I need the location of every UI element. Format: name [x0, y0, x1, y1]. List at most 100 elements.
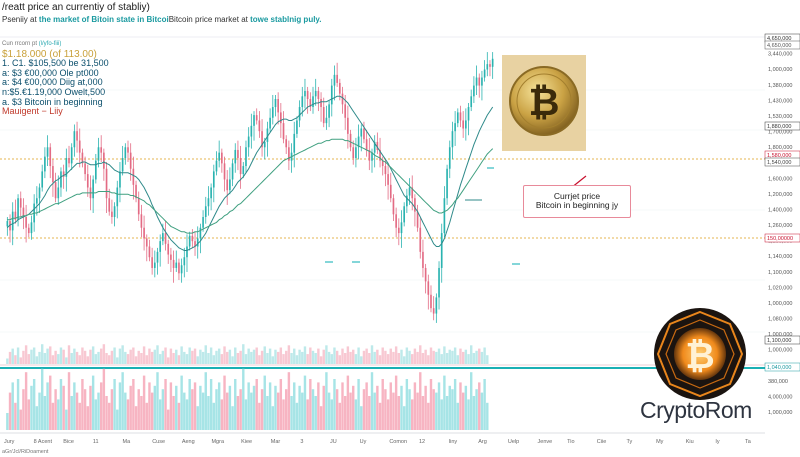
volume-bar [475, 389, 478, 430]
volume-bar-small [424, 349, 427, 364]
candlestick [325, 105, 328, 130]
volume-bar-small [242, 344, 245, 364]
volume-bar-small [183, 351, 186, 364]
volume-bar [279, 379, 283, 430]
candlestick [486, 52, 489, 77]
candlestick [54, 172, 57, 203]
volume-bar [212, 402, 216, 430]
x-axis-label: Iiny [449, 439, 458, 445]
y-axis-label: 1,000,000 [768, 301, 792, 307]
candlestick [212, 164, 215, 203]
volume-bar [365, 382, 368, 430]
candlestick [282, 111, 285, 144]
chart-title: /reatt price an currentiy of stabliy) [2, 2, 150, 13]
volume-bar-small [365, 348, 368, 364]
candlestick [108, 188, 111, 216]
candlestick [25, 204, 27, 243]
candlestick [465, 108, 467, 141]
volume-bar-small [258, 355, 261, 364]
volume-bar [11, 382, 14, 430]
volume-bar [134, 406, 138, 430]
volume-bar-small [333, 347, 336, 364]
volume-bar-small [134, 356, 138, 364]
candlestick [239, 145, 242, 189]
y-axis-label: 1,000,000 [768, 332, 792, 338]
volume-bar-small [137, 350, 140, 364]
candlestick [52, 159, 54, 197]
y-axis-label: 1,140,000 [768, 254, 792, 260]
candlestick [215, 151, 218, 176]
volume-bar-small [30, 349, 33, 364]
candlestick [473, 76, 475, 104]
candlestick [191, 229, 194, 248]
volume-bar-small [301, 351, 304, 364]
volume-bar-small [94, 354, 98, 364]
volume-bar [54, 389, 57, 430]
volume-bar-small [470, 345, 473, 364]
candlestick [438, 261, 440, 310]
volume-bar-small [397, 353, 401, 364]
volume-bar-small [271, 356, 274, 364]
candlestick [231, 159, 234, 187]
volume-bar-small [156, 345, 159, 364]
volume-bar [338, 402, 342, 430]
volume-bar-small [255, 347, 258, 364]
volume-bar [470, 372, 473, 430]
volume-bar [226, 392, 229, 430]
candlestick [430, 285, 432, 313]
candlestick [116, 180, 119, 219]
volume-bar [204, 372, 207, 430]
volume-bar-small [83, 350, 87, 364]
volume-bar [284, 389, 288, 430]
volume-bar [427, 402, 430, 430]
volume-bar [220, 399, 224, 430]
volume-bar-small [360, 356, 363, 364]
candlestick [266, 121, 269, 157]
volume-bar-small [384, 350, 387, 364]
volume-bar-small [49, 346, 52, 364]
volume-bar [150, 392, 154, 430]
candlestick [400, 210, 403, 248]
candlestick [19, 191, 22, 217]
candlestick [49, 143, 52, 179]
volume-bar-small [309, 347, 312, 364]
volume-bar-small [368, 353, 371, 364]
candlesticks [6, 52, 494, 323]
svg-text:4,650,000: 4,650,000 [767, 36, 791, 42]
candlestick [379, 137, 381, 168]
volume-bar-small [394, 346, 398, 364]
candlestick [261, 119, 263, 157]
volume-bar [408, 389, 411, 430]
volume-bar-small [153, 349, 157, 364]
candlestick [194, 231, 196, 256]
x-axis-label: Kiee [241, 439, 252, 445]
volume-bar-small [129, 349, 132, 364]
volume-bar-small [386, 354, 390, 364]
volume-bar-small [266, 353, 269, 364]
volume-bar-small [349, 351, 352, 364]
candlestick [172, 250, 175, 283]
candlestick [481, 70, 483, 101]
y-axis-label: 1,700,000 [768, 130, 792, 136]
volume-bar-small [408, 350, 411, 364]
volume-bar [333, 379, 336, 430]
volume-bar [319, 406, 323, 430]
x-axis-label: Mgra [211, 439, 224, 445]
volume-bar-small [456, 355, 460, 364]
volume-bar-small [16, 347, 20, 364]
volume-bar [8, 392, 12, 430]
volume-bar [67, 372, 71, 430]
volume-bar [413, 382, 417, 430]
y-axis-label: 1,020,000 [768, 285, 792, 291]
volume-bar [346, 375, 350, 430]
candlestick [475, 65, 478, 95]
candlestick [36, 186, 38, 216]
volume-bar [250, 392, 253, 430]
volume-bar [121, 372, 124, 430]
volume-bar-small [73, 348, 76, 364]
volume-bar [293, 382, 296, 430]
volume-bar-small [352, 349, 355, 364]
candlestick [363, 121, 365, 144]
volume-bar-small [38, 351, 41, 364]
stats-caption-tag: (l/yfo-fiii) [38, 41, 62, 47]
